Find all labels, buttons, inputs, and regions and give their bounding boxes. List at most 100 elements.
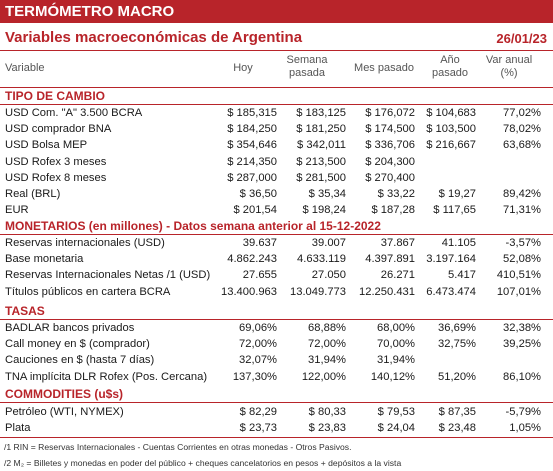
table-bottom-rule: [0, 437, 553, 438]
table-row: USD comprador BNA $ 184,250 $ 181,250 $ 174…: [0, 122, 553, 138]
row-value: 13.400.963: [221, 285, 277, 298]
table-row: Reservas internacionales (USD) 39.637 39.0…: [0, 236, 553, 252]
section-tasas: TASAS: [0, 303, 553, 320]
col-header-var-anual: Var anual (%): [485, 54, 533, 79]
row-label: TNA implícita DLR Rofex (Pos. Cercana): [5, 370, 208, 383]
row-value: 32,38%: [503, 322, 541, 334]
row-value: $ 23,83: [308, 422, 346, 435]
table-row: USD Rofex 3 meses $ 214,350 $ 213,500 $ 204…: [0, 155, 553, 171]
row-value: 13.049.773: [290, 285, 346, 298]
row-value: $ 281,500: [296, 171, 346, 184]
row-value: $ 336,706: [365, 139, 415, 152]
row-value: $ 185,315: [227, 107, 277, 119]
row-value: $ 183,125: [296, 107, 346, 119]
table-row: USD Bolsa MEP $ 354,646 $ 342,011 $ 336,706…: [0, 138, 553, 154]
row-value: $ 216,667: [426, 139, 476, 152]
row-value: 3.197.164: [426, 253, 476, 266]
row-value: 78,02%: [503, 123, 541, 136]
row-label: USD comprador BNA: [5, 123, 112, 136]
row-value: 89,42%: [503, 188, 541, 200]
row-label: Real (BRL): [5, 188, 61, 200]
section-title: MONETARIOS (en millones) - Datos semana …: [5, 219, 381, 233]
table-row: Real (BRL) $ 36,50 $ 35,34 $ 33,22 $ 19,27 89…: [0, 187, 553, 203]
row-value: 37.867: [380, 237, 415, 249]
col-header-hoy: Hoy: [233, 62, 253, 74]
table-row: Petróleo (WTI, NYMEX) $ 82,29 $ 80,33 $ 79,…: [0, 405, 553, 421]
subtitle-row: Variables macroeconómicas de Argentina 2…: [0, 28, 553, 51]
row-value: $ 270,400: [365, 171, 415, 184]
section-monetarios: MONETARIOS (en millones) - Datos semana …: [0, 218, 553, 235]
row-value: 39.637: [242, 237, 277, 249]
table-row: Títulos públicos en cartera BCRA 13.400.9…: [0, 285, 553, 301]
row-value: 32,07%: [239, 354, 277, 367]
row-value: $ 35,34: [308, 188, 346, 200]
table-row: BADLAR bancos privados 69,06% 68,88% 68,00%…: [0, 321, 553, 337]
row-value: 4.397.891: [365, 253, 415, 266]
row-value: 137,30%: [232, 370, 277, 383]
row-value: 72,00%: [308, 338, 346, 351]
row-value: 32,75%: [438, 338, 476, 351]
row-value: 140,12%: [370, 370, 415, 383]
row-value: 26.271: [380, 269, 415, 282]
row-value: 41.105: [441, 237, 476, 249]
row-label: EUR: [5, 204, 29, 217]
section-title: COMMODITIES (u$s): [5, 387, 124, 401]
row-value: $ 213,500: [296, 155, 346, 168]
table-row: Call money en $ (comprador) 72,00% 72,00% 7…: [0, 337, 553, 353]
row-value: $ 201,54: [233, 204, 277, 217]
row-value: $ 117,65: [433, 204, 476, 217]
row-value: 69,06%: [239, 322, 277, 334]
col-header-semana: Semana pasada: [286, 54, 328, 79]
row-value: 31,94%: [377, 354, 415, 367]
row-label: Cauciones en $ (hasta 7 días): [5, 354, 155, 367]
row-value: $ 23,73: [239, 422, 277, 435]
row-value: 68,00%: [377, 322, 415, 334]
row-value: 72,00%: [239, 338, 277, 351]
row-value: $ 176,072: [365, 107, 415, 119]
row-value: 12.250.431: [359, 285, 415, 298]
report-subtitle: Variables macroeconómicas de Argentina: [5, 29, 303, 46]
row-value: $ 103,500: [426, 123, 476, 136]
row-value: 27.050: [311, 269, 346, 282]
row-value: 122,00%: [301, 370, 346, 383]
row-value: $ 82,29: [239, 406, 277, 418]
row-label: USD Com. "A" 3.500 BCRA: [5, 107, 143, 119]
report-date: 26/01/23: [496, 31, 547, 46]
section-title: TIPO DE CAMBIO: [5, 89, 106, 103]
row-label: Call money en $ (comprador): [5, 338, 150, 351]
row-value: 39,25%: [503, 338, 541, 351]
row-value: $ 174,500: [365, 123, 415, 136]
table-row: Base monetaria 4.862.243 4.633.119 4.397.89…: [0, 252, 553, 268]
section-tipo-cambio: TIPO DE CAMBIO: [0, 88, 553, 105]
table-header: Variable Hoy Semana pasada Mes pasado Añ…: [0, 51, 553, 88]
table-row: Plata $ 23,73 $ 23,83 $ 24,04 $ 23,48 1,05%: [0, 421, 553, 437]
row-value: 27.655: [242, 269, 277, 282]
row-value: 31,94%: [308, 354, 346, 367]
row-value: $ 214,350: [227, 155, 277, 168]
section-title: TASAS: [5, 304, 45, 318]
table-row: Cauciones en $ (hasta 7 días) 32,07% 31,94…: [0, 353, 553, 369]
row-label: Petróleo (WTI, NYMEX): [5, 406, 124, 418]
table-row: USD Com. "A" 3.500 BCRA $ 185,315 $ 183,12…: [0, 106, 553, 122]
row-value: $ 181,250: [296, 123, 346, 136]
row-value: 77,02%: [503, 107, 541, 119]
row-value: 6.473.474: [426, 285, 476, 298]
col-header-mes: Mes pasado: [354, 62, 414, 74]
row-value: -5,79%: [505, 406, 541, 418]
row-value: 36,69%: [438, 322, 476, 334]
row-value: $ 354,646: [227, 139, 277, 152]
row-value: $ 24,04: [377, 422, 415, 435]
row-value: 70,00%: [377, 338, 415, 351]
row-value: 410,51%: [496, 269, 541, 282]
row-value: 39.007: [311, 237, 346, 249]
section-commodities: COMMODITIES (u$s): [0, 386, 553, 403]
row-value: $ 19,27: [438, 188, 476, 200]
row-value: $ 204,300: [365, 155, 415, 168]
row-value: $ 187,28: [371, 204, 415, 217]
row-value: 86,10%: [503, 370, 541, 383]
row-label: USD Rofex 8 meses: [5, 171, 107, 184]
report-title-band: TERMÓMETRO MACRO: [0, 0, 553, 23]
col-header-variable: Variable: [5, 62, 45, 74]
row-value: $ 33,22: [377, 188, 415, 200]
row-value: $ 87,35: [438, 406, 476, 418]
